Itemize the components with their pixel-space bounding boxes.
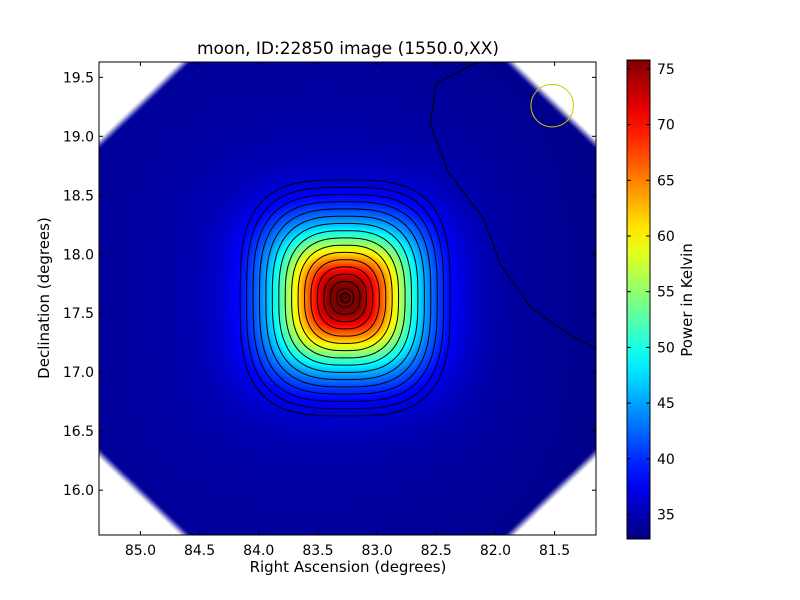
colorbar: 35 40 45 50 55 60 65 70 75 Power in Kelvin	[626, 59, 696, 540]
y-axis: 16.0 16.5 17.0 17.5 18.0 18.5 19.0 19.5	[63, 70, 596, 499]
y-tick-label: 16.5	[63, 424, 94, 440]
x-tick-label: 82.5	[421, 543, 452, 559]
contour-line	[239, 179, 451, 417]
contour-line	[284, 230, 406, 366]
x-axis-label: Right Ascension (degrees)	[250, 558, 447, 576]
contour-line	[265, 208, 425, 388]
y-tick-label: 17.5	[63, 306, 94, 322]
contour-line	[336, 288, 355, 308]
colorbar-tick-label: 40	[657, 452, 675, 468]
peak-contour	[339, 292, 351, 304]
colorbar-tick-label: 45	[657, 396, 675, 412]
colorbar-tick-label: 75	[657, 62, 675, 78]
contour-line	[310, 259, 380, 337]
y-tick-label: 18.5	[63, 188, 94, 204]
contour-line	[429, 62, 596, 350]
x-axis: 85.0 84.5 84.0 83.5 83.0 82.5 82.0 81.5	[125, 62, 570, 559]
contour-line	[271, 215, 419, 381]
contour-line	[291, 237, 400, 359]
y-tick-label: 17.0	[63, 365, 94, 381]
contour-line	[258, 201, 432, 395]
y-tick-label: 19.0	[63, 129, 94, 145]
contour-line	[246, 186, 445, 410]
contour-line	[323, 273, 367, 323]
colorbar-ticks: 35 40 45 50 55 60 65 70 75	[627, 62, 675, 523]
beam-circle	[530, 83, 575, 128]
contour-line	[329, 280, 361, 315]
colorbar-tick-label: 70	[657, 118, 675, 134]
colorbar-tick-label: 50	[657, 340, 675, 356]
contour-line	[303, 251, 387, 344]
x-tick-label: 83.5	[302, 543, 333, 559]
x-tick-label: 82.0	[480, 543, 511, 559]
x-tick-label: 83.0	[361, 543, 392, 559]
colorbar-gradient	[626, 59, 651, 540]
x-tick-label: 81.5	[539, 543, 570, 559]
plot-area	[98, 61, 597, 536]
colorbar-label: Power in Kelvin	[678, 243, 696, 357]
colorbar-tick-label: 35	[657, 507, 675, 523]
plot-frame	[98, 61, 597, 536]
contour-line	[252, 194, 438, 402]
contour-line	[316, 266, 374, 330]
contour-line	[278, 222, 413, 373]
y-tick-label: 19.5	[63, 70, 94, 86]
contour-lines	[239, 62, 596, 417]
x-tick-label: 84.0	[243, 543, 274, 559]
y-axis-label: Declination (degrees)	[35, 217, 53, 379]
chart-title: moon, ID:22850 image (1550.0,XX)	[197, 39, 499, 59]
x-tick-label: 84.5	[184, 543, 215, 559]
y-tick-label: 16.0	[63, 483, 94, 499]
colorbar-tick-label: 55	[657, 285, 675, 301]
x-tick-label: 85.0	[125, 543, 156, 559]
colorbar-tick-label: 60	[657, 229, 675, 245]
colorbar-tick-label: 65	[657, 173, 675, 189]
y-tick-label: 18.0	[63, 247, 94, 263]
contour-line	[297, 244, 393, 352]
